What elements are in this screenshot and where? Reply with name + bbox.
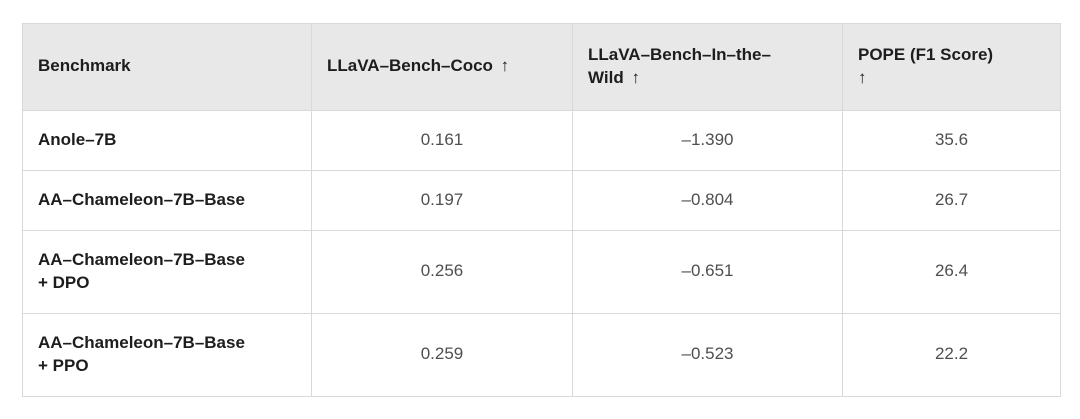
header-row: Benchmark LLaVA–Bench–Coco ↑ LLaVA–Bench…	[22, 23, 1061, 111]
table-header: Benchmark LLaVA–Bench–Coco ↑ LLaVA–Bench…	[22, 23, 1061, 111]
header-cell-llava-bench-coco: LLaVA–Bench–Coco ↑	[311, 23, 573, 111]
table-row-aa-chameleon-7b-base: AA–Chameleon–7B–Base 0.197 –0.804 26.7	[22, 169, 1061, 231]
row-label-cell: AA–Chameleon–7B–Base	[22, 169, 312, 231]
value-cell-llava-bench-coco: 0.161	[311, 109, 573, 171]
header-cell-llava-bench-in-the-wild: LLaVA–Bench–In–the– Wild ↑	[572, 23, 843, 111]
column-label: Benchmark	[38, 56, 131, 76]
value-cell-pope-f1: 26.7	[842, 169, 1061, 231]
up-arrow-icon	[131, 56, 134, 75]
column-label: LLaVA–Bench–Coco	[327, 56, 493, 76]
row-label-cell: AA–Chameleon–7B–Base + PPO	[22, 312, 312, 397]
value-cell-llava-bench-wild: –0.523	[572, 312, 843, 397]
benchmark-results-table: Benchmark LLaVA–Bench–Coco ↑ LLaVA–Bench…	[22, 23, 1061, 397]
value-cell-pope-f1: 35.6	[842, 109, 1061, 171]
table-row-aa-chameleon-7b-base-dpo: AA–Chameleon–7B–Base + DPO 0.256 –0.651 …	[22, 229, 1061, 314]
value-cell-pope-f1: 22.2	[842, 312, 1061, 397]
table-row-aa-chameleon-7b-base-ppo: AA–Chameleon–7B–Base + PPO 0.259 –0.523 …	[22, 312, 1061, 397]
row-label-cell: AA–Chameleon–7B–Base + DPO	[22, 229, 312, 314]
column-label: LLaVA–Bench–In–the– Wild	[588, 45, 771, 87]
value-cell-llava-bench-wild: –0.804	[572, 169, 843, 231]
header-cell-benchmark: Benchmark	[22, 23, 312, 111]
value-cell-pope-f1: 26.4	[842, 229, 1061, 314]
value-cell-llava-bench-coco: 0.197	[311, 169, 573, 231]
up-arrow-icon: ↑	[495, 56, 510, 76]
column-label: POPE (F1 Score)	[858, 45, 994, 64]
value-cell-llava-bench-coco: 0.256	[311, 229, 573, 314]
table-row-anole-7b: Anole–7B 0.161 –1.390 35.6	[22, 109, 1061, 171]
row-label-cell: Anole–7B	[22, 109, 312, 171]
value-cell-llava-bench-coco: 0.259	[311, 312, 573, 397]
benchmark-results-table-container: Benchmark LLaVA–Bench–Coco ↑ LLaVA–Bench…	[22, 23, 1061, 397]
header-cell-pope-f1-score: POPE (F1 Score) ↑	[842, 23, 1061, 111]
value-cell-llava-bench-wild: –0.651	[572, 229, 843, 314]
value-cell-llava-bench-wild: –1.390	[572, 109, 843, 171]
up-arrow-icon: ↑	[626, 67, 640, 87]
up-arrow-icon: ↑	[858, 67, 867, 87]
table-body: Anole–7B 0.161 –1.390 35.6 AA–Chameleon–…	[22, 109, 1061, 397]
